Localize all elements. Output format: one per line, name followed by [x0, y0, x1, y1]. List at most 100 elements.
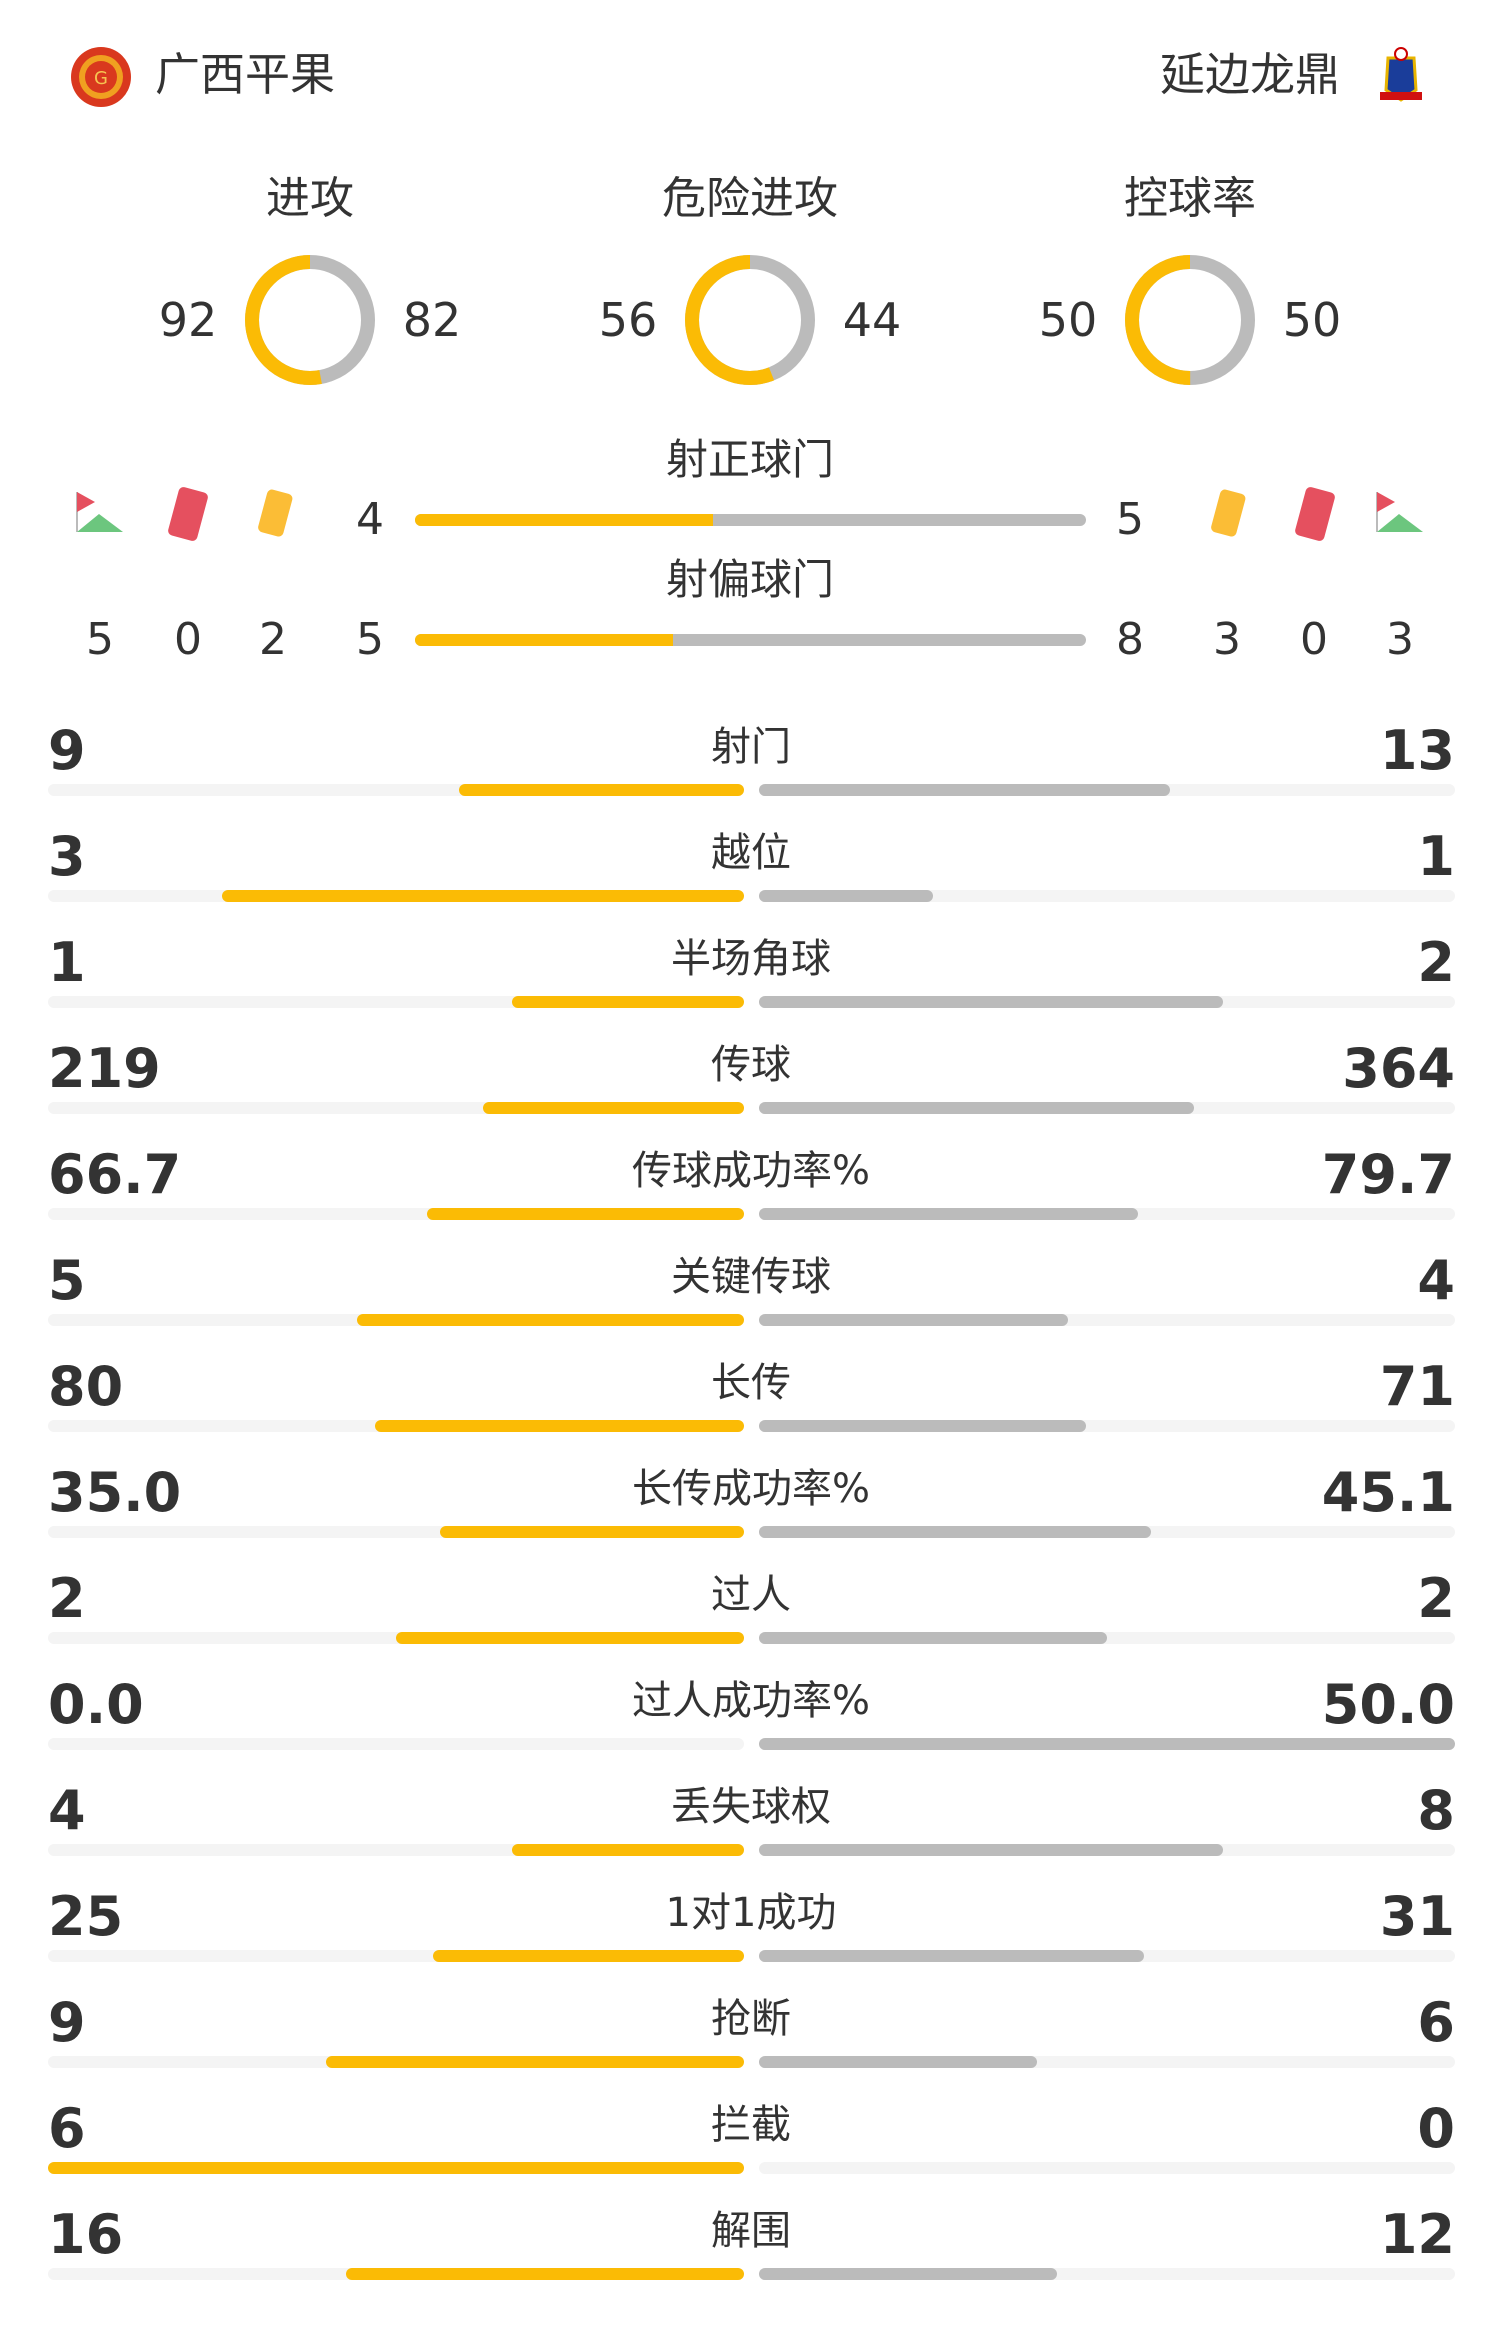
away-team-name: 延边龙鼎 [1159, 48, 1340, 101]
donut-away-value: 50 [1282, 293, 1342, 347]
stat-home-track [48, 1102, 744, 1114]
donut-title: 控球率 [1124, 173, 1256, 224]
away-shots-on-target: 5 [1116, 494, 1144, 545]
stat-label: 过人成功率% [631, 1678, 870, 1724]
stat-home-bar [326, 2056, 744, 2068]
stat-away-value: 12 [1379, 2203, 1455, 2266]
stat-home-value: 35.0 [48, 1461, 182, 1524]
stat-home-bar [396, 1632, 744, 1644]
away-shots-off-target: 8 [1116, 614, 1144, 665]
stat-away-track [759, 784, 1455, 796]
stat-home-value: 16 [48, 2203, 124, 2266]
stat-away-value: 6 [1417, 1991, 1455, 2054]
home-team-logo-icon: G [71, 47, 131, 107]
home-shots-on-target: 4 [356, 494, 384, 545]
stat-row: 66.7 传球成功率% 79.7 [48, 1134, 1455, 1240]
stat-away-track [759, 2056, 1455, 2068]
stat-home-bar [222, 890, 744, 902]
stat-home-bar [439, 1526, 744, 1538]
donut-home-value: 92 [158, 293, 218, 347]
stat-home-track [48, 1844, 744, 1856]
stat-home-track [48, 1526, 744, 1538]
stat-away-track [759, 1208, 1455, 1220]
stat-away-track [759, 1950, 1455, 1962]
stat-away-bar [759, 2056, 1038, 2068]
stat-label: 射门 [711, 724, 791, 770]
stat-away-bar [759, 1102, 1194, 1114]
stat-row: 9 抢断 6 [48, 1982, 1455, 2088]
stat-row: 6 拦截 0 [48, 2088, 1455, 2194]
away-team-logo-icon [1380, 47, 1422, 102]
stat-home-bar [346, 2268, 744, 2280]
stat-away-value: 2 [1417, 1567, 1455, 1630]
donut-chart [1125, 255, 1255, 385]
stat-away-value: 4 [1417, 1249, 1455, 1312]
stat-away-bar [759, 1632, 1107, 1644]
shots-off-target-label: 射偏球门 [665, 555, 834, 604]
stat-home-track [48, 1738, 744, 1750]
stat-row: 25 1对1成功 31 [48, 1876, 1455, 1982]
donut-chart [685, 255, 815, 385]
stat-away-value: 1 [1417, 825, 1455, 888]
shots-off-target-bar [415, 634, 1086, 646]
stat-row: 80 长传 71 [48, 1346, 1455, 1452]
home-corners: 5 [86, 614, 114, 665]
stat-row: 0.0 过人成功率% 50.0 [48, 1664, 1455, 1770]
stat-label: 关键传球 [671, 1254, 831, 1300]
donut-title: 进攻 [266, 173, 354, 224]
stat-away-value: 2 [1417, 931, 1455, 994]
stat-away-value: 364 [1342, 1037, 1455, 1100]
home-shots-off-target: 5 [356, 614, 384, 665]
donut-home-arc [685, 255, 815, 385]
home-yellow-cards: 2 [259, 614, 287, 665]
stat-label: 抢断 [711, 1996, 791, 2042]
stat-away-track [759, 2162, 1455, 2174]
stat-home-value: 2 [48, 1567, 86, 1630]
donut-away-value: 44 [842, 293, 902, 347]
stat-row: 219 传球 364 [48, 1028, 1455, 1134]
stat-home-bar [512, 996, 744, 1008]
stat-away-bar [759, 1526, 1151, 1538]
stat-row: 1 半场角球 2 [48, 922, 1455, 1028]
stat-away-track [759, 2268, 1455, 2280]
home-red-cards: 0 [174, 614, 202, 665]
stat-home-value: 9 [48, 719, 86, 782]
stat-home-value: 9 [48, 1991, 86, 2054]
stat-label: 越位 [711, 830, 791, 876]
donut-home-arc [245, 255, 375, 385]
away-yellow-cards: 3 [1213, 614, 1241, 665]
stat-away-track [759, 1420, 1455, 1432]
stat-home-value: 25 [48, 1885, 124, 1948]
away-corners: 3 [1386, 614, 1414, 665]
stat-home-bar [375, 1420, 744, 1432]
stat-away-value: 31 [1379, 1885, 1455, 1948]
stat-home-bar [433, 1950, 744, 1962]
stat-row: 3 越位 1 [48, 816, 1455, 922]
stat-away-bar [759, 784, 1171, 796]
stat-away-value: 8 [1417, 1779, 1455, 1842]
stat-home-value: 5 [48, 1249, 86, 1312]
stat-away-bar [759, 890, 933, 902]
donut-chart [245, 255, 375, 385]
stat-label: 拦截 [711, 2102, 791, 2148]
stat-home-bar [459, 784, 744, 796]
stat-home-bar [48, 2162, 744, 2174]
donut-away-value: 82 [402, 293, 462, 347]
stat-home-track [48, 1950, 744, 1962]
svg-text:G: G [94, 68, 108, 89]
stat-away-track [759, 890, 1455, 902]
stat-label: 过人 [711, 1572, 791, 1618]
shots-on-target-home-fill [415, 514, 714, 526]
stat-label: 传球 [711, 1042, 791, 1088]
stat-label: 长传成功率% [631, 1466, 870, 1512]
stat-away-track [759, 1314, 1455, 1326]
stat-home-bar [482, 1102, 744, 1114]
stat-home-track [48, 1314, 744, 1326]
stat-home-value: 3 [48, 825, 86, 888]
stat-away-track [759, 1738, 1455, 1750]
donut-title: 危险进攻 [662, 173, 838, 224]
stat-home-track [48, 1420, 744, 1432]
stat-home-track [48, 996, 744, 1008]
stat-away-bar [759, 1738, 1455, 1750]
red-card-icon [168, 487, 208, 541]
